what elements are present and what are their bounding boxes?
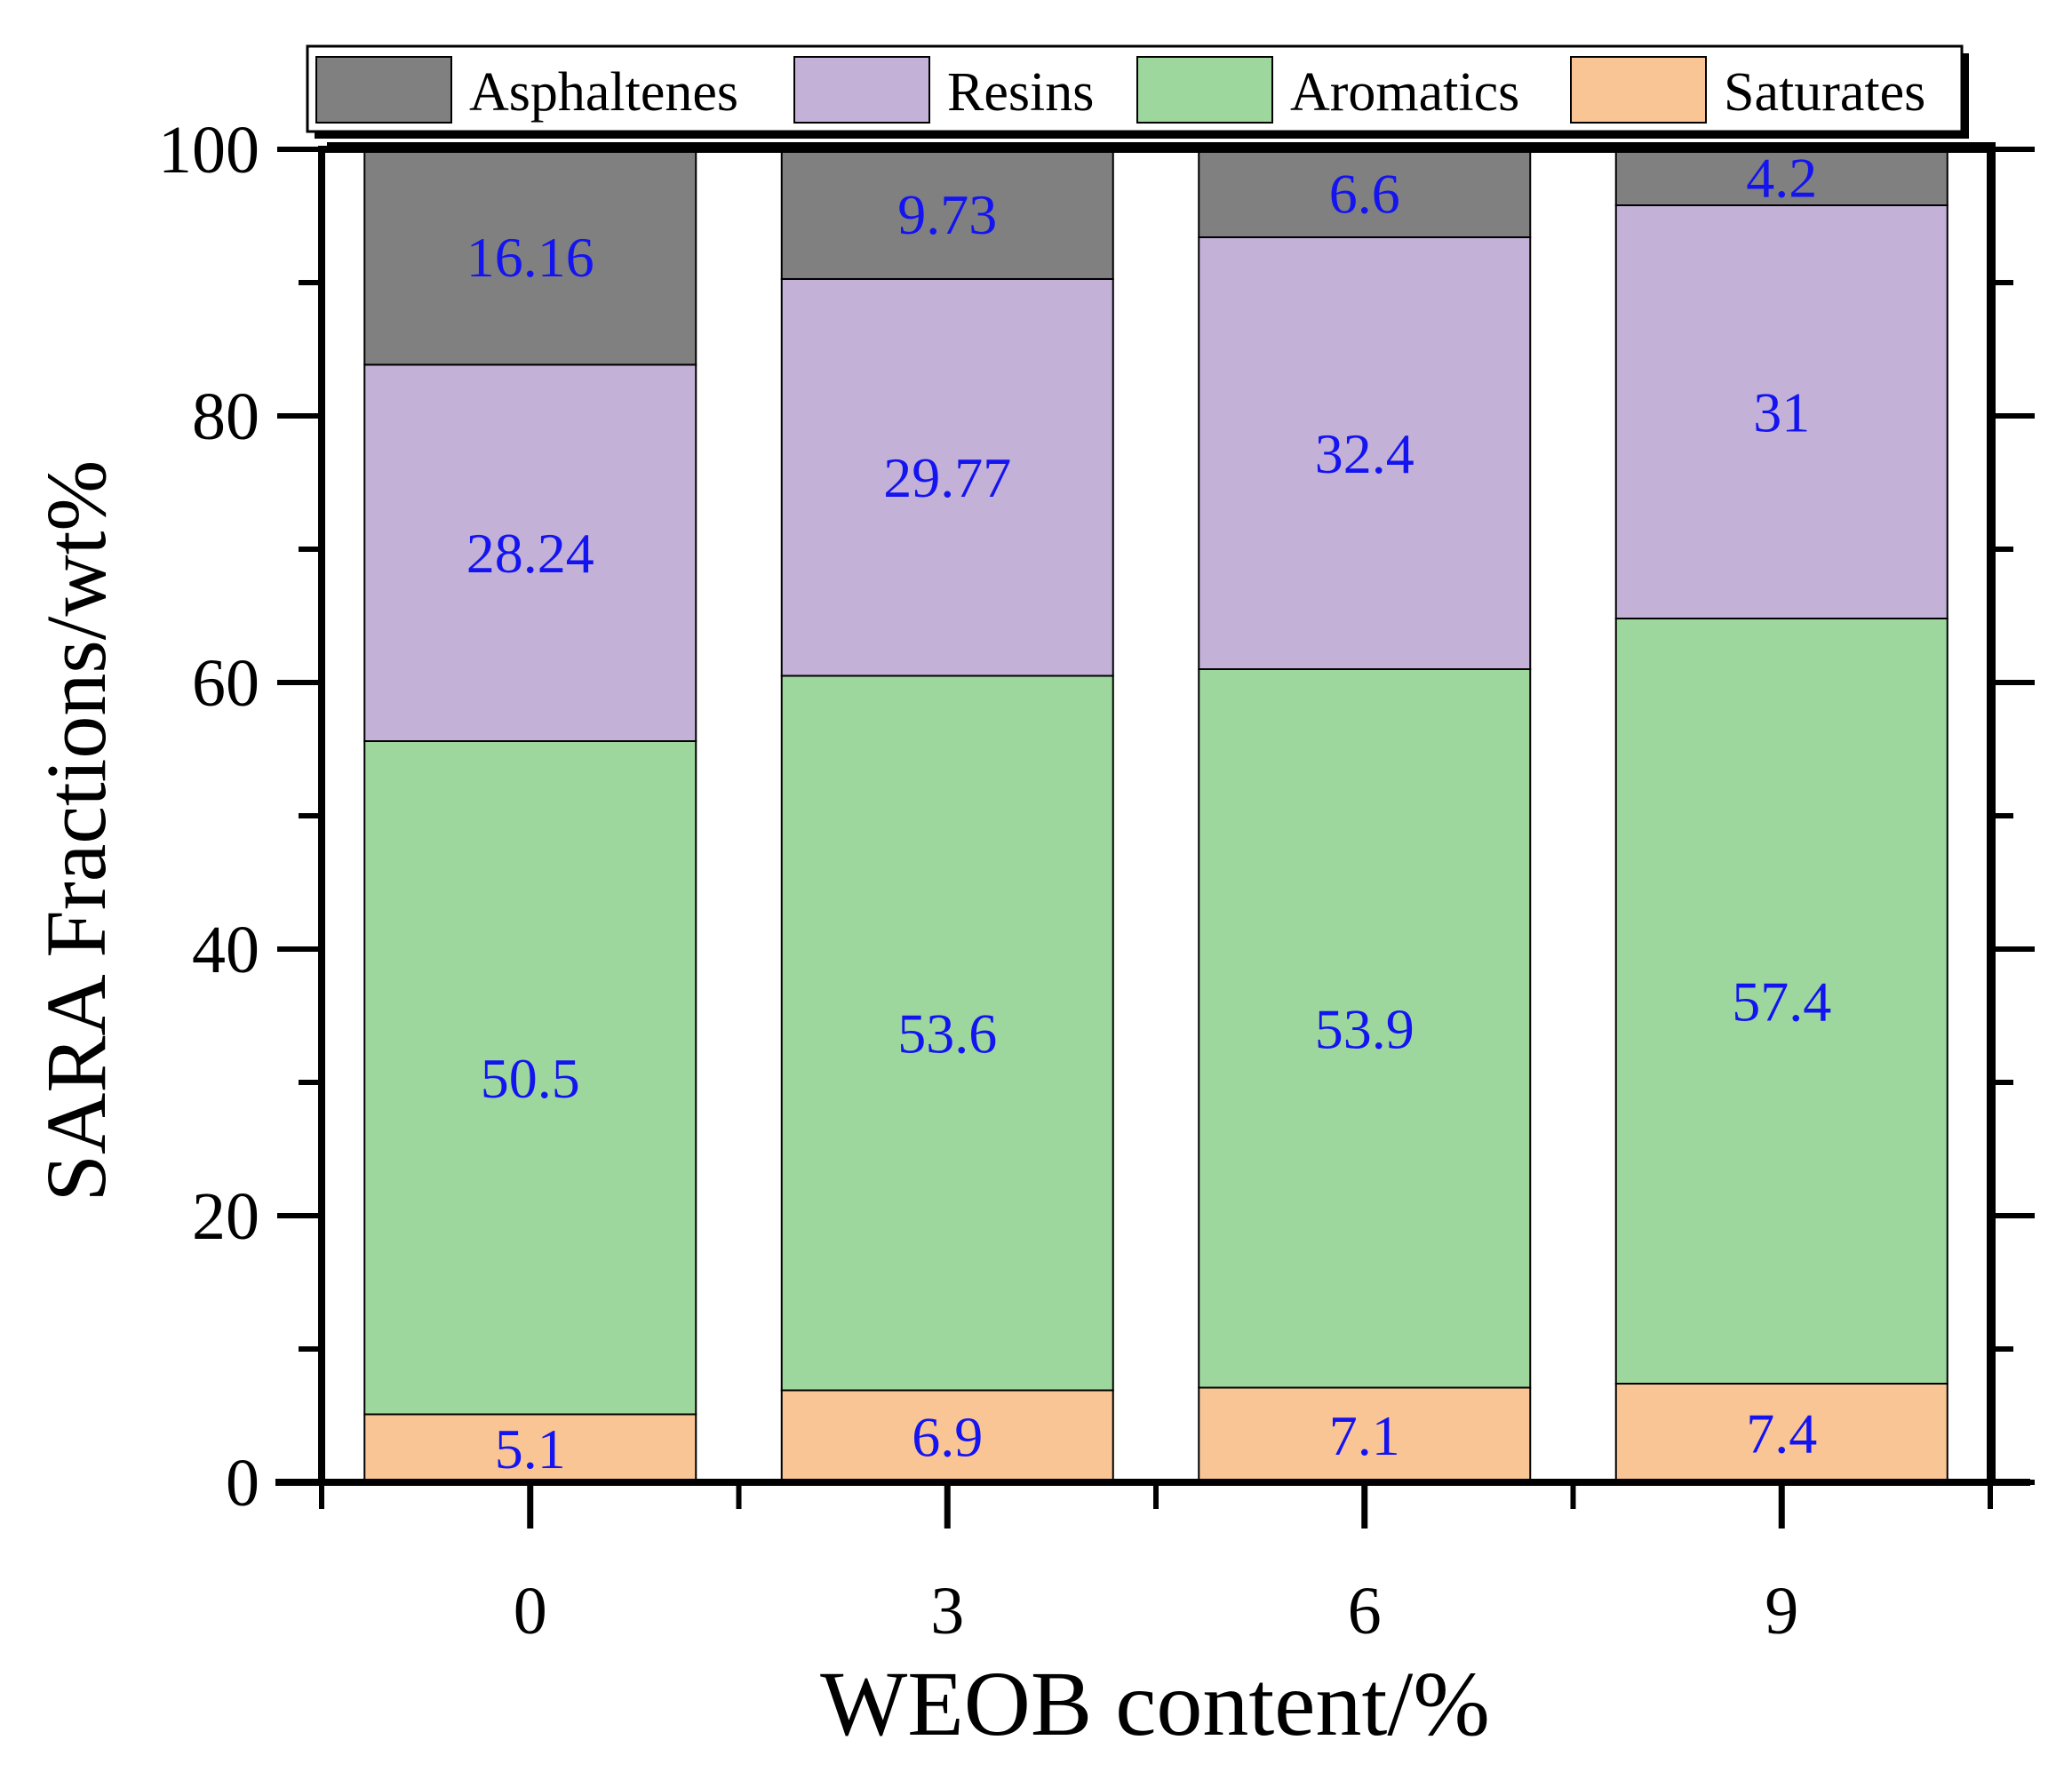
x-tick-label: 3	[930, 1574, 964, 1648]
y-tick-label: 80	[192, 379, 259, 454]
legend-swatch-aromatics	[1136, 56, 1273, 124]
legend-label-resins: Resins	[947, 62, 1094, 123]
data-label-saturates-9: 7.4	[1746, 1402, 1817, 1465]
data-label-resins-0: 28.24	[466, 522, 594, 585]
bar-aromatics-6	[1198, 668, 1532, 1389]
data-label-asphaltenes-3: 9.73	[897, 183, 997, 246]
data-label-resins-3: 29.77	[883, 446, 1011, 509]
data-label-aromatics-9: 57.4	[1732, 970, 1831, 1034]
bar-saturates-3	[780, 1389, 1114, 1483]
y-axis-title: SARA Fractions/wt%	[28, 460, 124, 1202]
bars-layer	[322, 148, 1990, 1483]
y-tick-label: 0	[226, 1446, 259, 1521]
legend: Asphaltenes Resins Aromatics Saturates	[306, 44, 1969, 139]
data-label-saturates-0: 5.1	[495, 1417, 566, 1481]
y-tick-label: 40	[192, 913, 259, 987]
data-label-aromatics-6: 53.9	[1315, 997, 1415, 1060]
legend-label-asphaltenes: Asphaltenes	[469, 62, 738, 123]
x-tick-label: 0	[514, 1574, 547, 1648]
data-label-aromatics-3: 53.6	[897, 1002, 997, 1066]
bar-asphaltenes-3	[780, 148, 1114, 280]
legend-swatch-saturates	[1570, 56, 1707, 124]
data-labels-layer: 5.1 50.5 28.24 16.16 6.9 53.6 29.77 9.73 7.1 53.9…	[466, 147, 1832, 1481]
data-label-resins-6: 32.4	[1315, 422, 1415, 485]
bar-resins-6	[1198, 236, 1532, 670]
bar-resins-9	[1614, 204, 1948, 619]
axes-layer: 0 20 40 60 80 100 0 3 6 9	[158, 113, 2035, 1648]
x-tick-label: 9	[1765, 1574, 1798, 1648]
data-label-aromatics-0: 50.5	[481, 1047, 580, 1110]
legend-swatch-resins	[793, 56, 930, 124]
y-tick-label: 20	[192, 1179, 259, 1254]
data-label-saturates-6: 7.1	[1329, 1404, 1400, 1467]
bar-aromatics-0	[363, 740, 697, 1416]
legend-label-saturates: Saturates	[1724, 62, 1925, 123]
data-label-asphaltenes-6: 6.6	[1329, 163, 1400, 226]
bar-aromatics-9	[1614, 618, 1948, 1385]
data-label-resins-9: 31	[1753, 381, 1810, 444]
x-tick-label: 6	[1348, 1574, 1382, 1648]
legend-label-aromatics: Aromatics	[1290, 62, 1519, 123]
bar-resins-3	[780, 277, 1114, 677]
y-tick-label: 60	[192, 646, 259, 721]
data-label-asphaltenes-0: 16.16	[466, 226, 594, 289]
bar-asphaltenes-6	[1198, 148, 1532, 238]
legend-swatch-asphaltenes	[315, 56, 452, 124]
bar-aromatics-3	[780, 674, 1114, 1392]
x-axis-title: WEOB content/%	[820, 1653, 1490, 1755]
bar-asphaltenes-9	[1614, 148, 1948, 206]
bar-saturates-9	[1614, 1383, 1948, 1483]
data-label-saturates-3: 6.9	[912, 1405, 983, 1468]
y-tick-label: 100	[158, 113, 259, 188]
data-label-asphaltenes-9: 4.2	[1746, 147, 1817, 210]
bar-resins-0	[363, 363, 697, 742]
